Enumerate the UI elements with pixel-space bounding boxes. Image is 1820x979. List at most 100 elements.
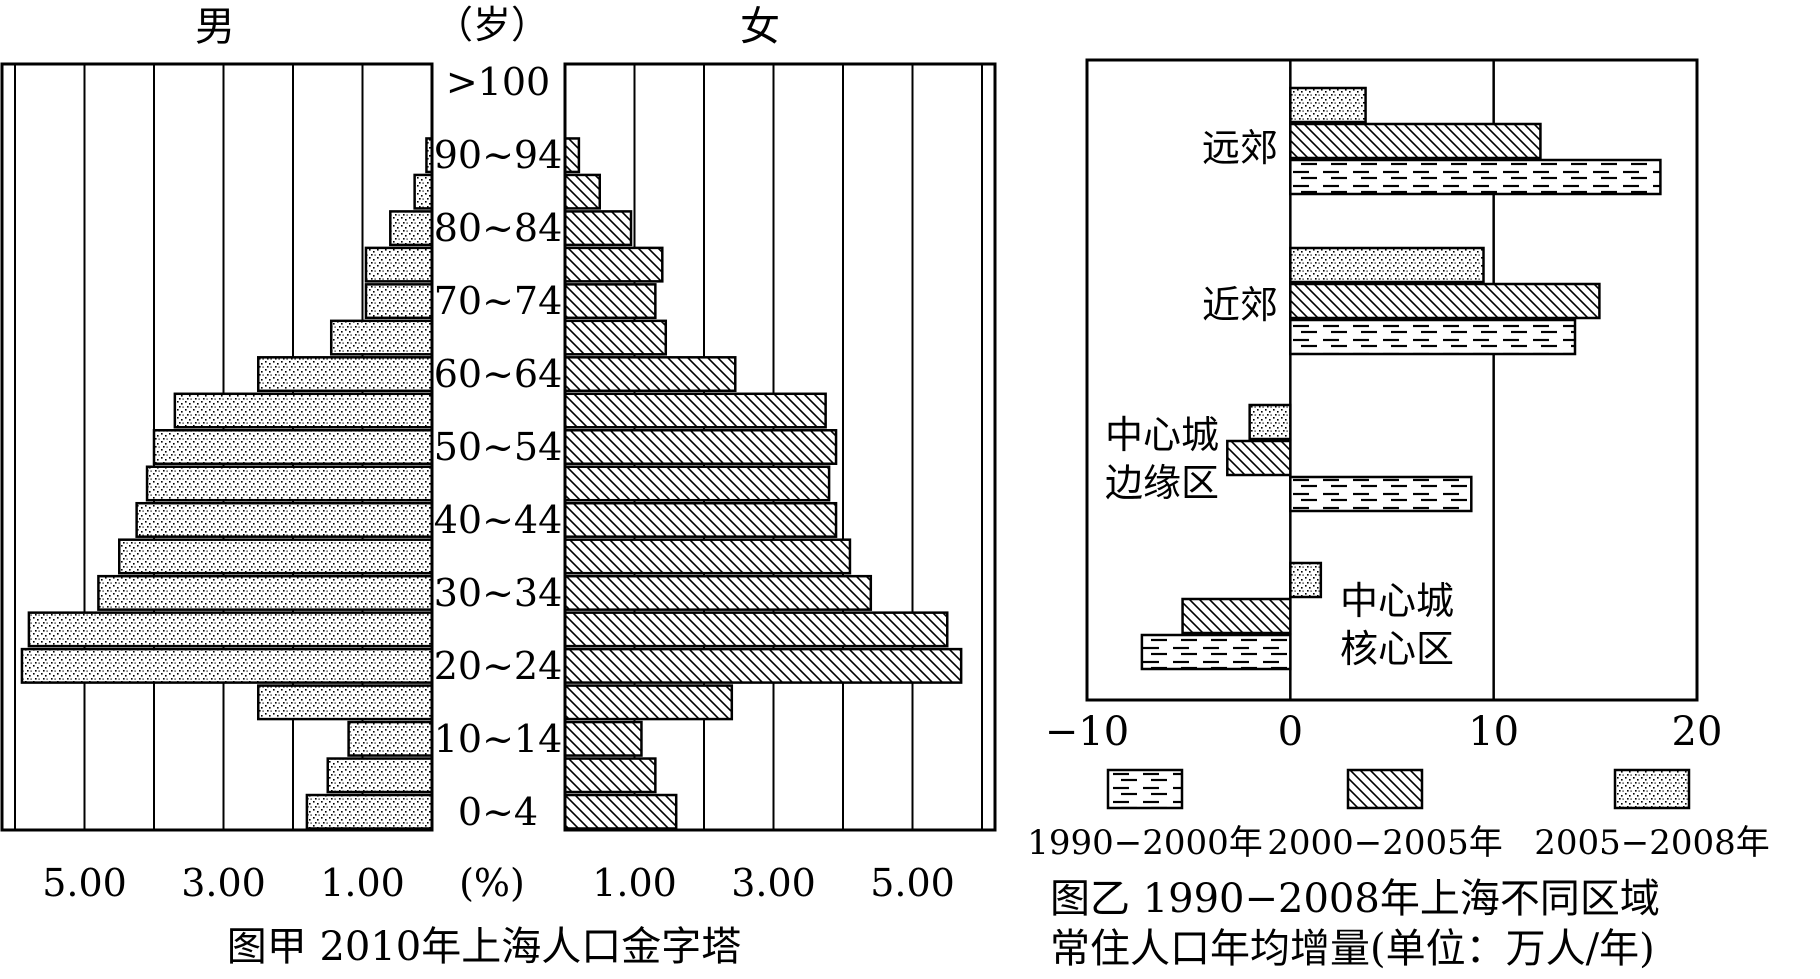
bar-近郊-2000−2005年 (1289, 282, 1601, 320)
male-bar-20~24 (20, 647, 434, 684)
male-bars (20, 137, 434, 830)
male-bar-35~39 (118, 538, 434, 575)
female-bar-80~84 (563, 210, 633, 247)
age-group-labels: 0~4 10~14 20~24 30~34 40~44 50~54 60~64 70~74 80… (434, 60, 563, 834)
bar-chart-tick-label: 0 (1278, 709, 1303, 755)
male-label: 男 (195, 4, 235, 50)
legend-label: 1990−2000年 (1027, 823, 1263, 863)
female-bar-85~89 (563, 173, 601, 210)
age-unit-label: （岁） (435, 3, 549, 47)
male-tick-label: 3.00 (181, 861, 266, 905)
female-bar-10~14 (563, 720, 643, 757)
legend-swatch (1106, 768, 1184, 810)
female-tick-label: 1.00 (592, 861, 677, 905)
female-bar-5~9 (563, 757, 657, 794)
bar-远郊-2005−2008年 (1289, 86, 1367, 124)
male-tick-label: 1.00 (320, 861, 405, 905)
male-bar-5~9 (326, 757, 434, 794)
female-bar-20~24 (563, 647, 963, 684)
male-bar-65~69 (329, 319, 434, 356)
bar-chart-bars (1140, 86, 1662, 671)
male-bar-0~4 (305, 793, 434, 830)
bar-近郊-2005−2008年 (1289, 246, 1485, 284)
bar-chart-frame (1085, 58, 1699, 702)
bar-chart-title-line2: 常住人口年均增量(单位：万人/年) (1050, 926, 1655, 972)
male-bar-50~54 (152, 429, 434, 465)
legend: 1990−2000年 2000−2005年 2005−2008年 (1027, 768, 1770, 863)
legend-swatch (1613, 768, 1691, 810)
male-bar-60~64 (257, 356, 434, 393)
female-bar-45~49 (563, 465, 831, 502)
bar-中心城边缘区-2005−2008年 (1248, 403, 1292, 441)
female-bar-65~69 (563, 319, 668, 356)
region-label: 远郊 (1202, 126, 1278, 170)
female-bar-90~94 (563, 137, 581, 174)
female-tick-label: 3.00 (731, 861, 816, 905)
male-bar-15~19 (257, 684, 434, 721)
male-bar-75~79 (364, 246, 434, 283)
age-label: >100 (446, 60, 550, 104)
region-label: 核心区 (1340, 627, 1454, 671)
bar-chart-tick-labels: −10 0 10 20 (1045, 709, 1723, 755)
bar-中心城核心区-1990−2000年 (1140, 633, 1292, 671)
bar-中心城核心区-2000−2005年 (1181, 597, 1292, 635)
female-bar-15~19 (563, 684, 734, 721)
age-label: 50~54 (434, 425, 563, 469)
female-bar-40~44 (563, 501, 838, 538)
bar-中心城核心区-2005−2008年 (1289, 561, 1323, 599)
region-label: 近郊 (1202, 283, 1278, 327)
male-bar-45~49 (145, 465, 434, 502)
male-bar-10~14 (347, 720, 434, 757)
age-label: 30~34 (434, 571, 563, 615)
age-label: 0~4 (458, 790, 538, 834)
age-label: 60~64 (434, 352, 563, 396)
male-tick-label: 5.00 (42, 861, 127, 905)
male-bar-30~34 (97, 574, 434, 611)
bar-远郊-1990−2000年 (1289, 158, 1662, 196)
age-label: 70~74 (434, 279, 563, 323)
bar-近郊-1990−2000年 (1289, 318, 1577, 356)
bar-中心城边缘区-2000−2005年 (1226, 439, 1292, 477)
female-bar-30~34 (563, 574, 873, 611)
male-bar-55~59 (173, 392, 434, 429)
male-bar-25~29 (27, 611, 434, 648)
legend-label: 2000−2005年 (1267, 823, 1503, 863)
female-bars (563, 137, 963, 830)
bar-中心城边缘区-1990−2000年 (1289, 475, 1473, 513)
region-label: 边缘区 (1105, 461, 1219, 505)
age-label: 20~24 (434, 644, 563, 688)
male-bar-80~84 (389, 210, 434, 247)
age-label: 10~14 (434, 717, 563, 761)
age-label: 40~44 (434, 498, 563, 542)
value-unit-label: (%) (459, 861, 525, 905)
population-pyramid-chart: 0~4 10~14 20~24 30~34 40~44 50~54 60~64 70~74 80… (0, 3, 997, 970)
female-bar-60~64 (563, 356, 737, 393)
bar-远郊-2000−2005年 (1289, 122, 1542, 160)
bar-chart-title-line1: 图乙 1990−2008年上海不同区域 (1050, 876, 1660, 922)
region-label: 中心城 (1105, 413, 1219, 457)
bar-chart-tick-label: 10 (1468, 709, 1519, 755)
bar-chart-tick-label: −10 (1045, 709, 1129, 755)
bar-chart-tick-label: 20 (1672, 709, 1723, 755)
male-bar-85~89 (413, 173, 434, 210)
female-tick-label: 5.00 (870, 861, 955, 905)
female-bar-70~74 (563, 283, 657, 320)
male-panel-frame (0, 62, 434, 832)
female-bar-55~59 (563, 392, 827, 429)
male-bar-40~44 (135, 501, 434, 538)
female-bar-50~54 (563, 429, 838, 465)
pyramid-tick-labels: 1.00 1.00 3.00 3.00 5.00 5.00 (42, 861, 955, 905)
legend-swatch (1346, 768, 1424, 810)
age-label: 90~94 (434, 133, 563, 177)
female-bar-75~79 (563, 246, 664, 283)
female-bar-35~39 (563, 538, 852, 575)
region-label: 中心城 (1340, 579, 1454, 623)
pyramid-title: 图甲 2010年上海人口金字塔 (227, 924, 742, 970)
female-panel-frame (563, 62, 997, 832)
female-bar-25~29 (563, 611, 949, 648)
male-bar-70~74 (364, 283, 434, 320)
female-bar-0~4 (563, 793, 678, 830)
